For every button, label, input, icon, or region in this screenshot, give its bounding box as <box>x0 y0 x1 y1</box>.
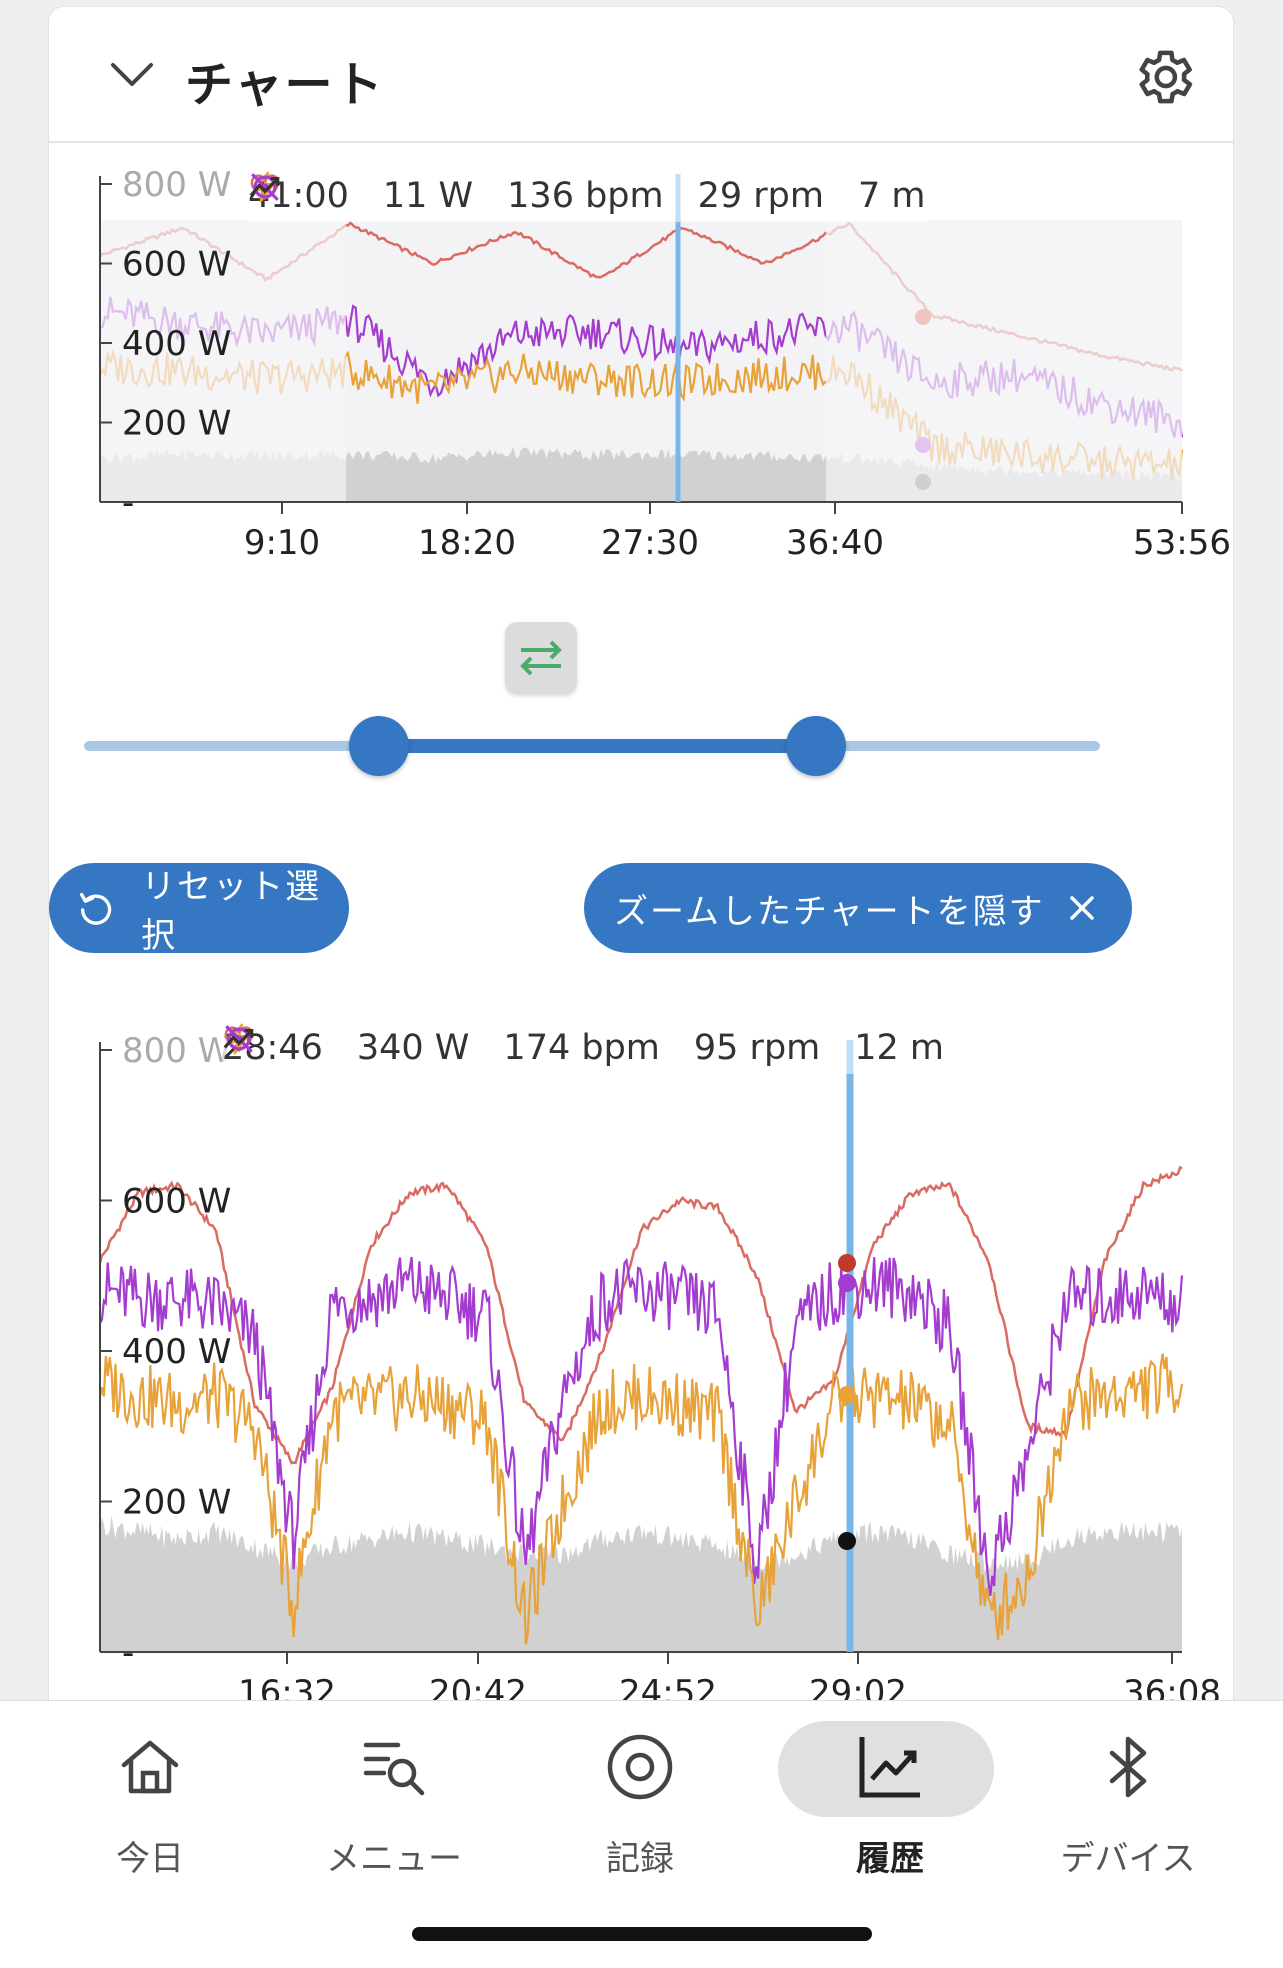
tooltip-heart-rate: 136 bpm <box>250 174 664 216</box>
nav-label: メニュー <box>326 1839 462 1879</box>
swap-arrows-icon <box>520 640 562 676</box>
hide-zoom-chart-button[interactable]: ズームしたチャートを隠す <box>584 863 1132 953</box>
trending-chart-icon <box>859 1737 920 1798</box>
tooltip-elevation-value: 7 m <box>858 176 926 216</box>
y-tick-label: 600 W <box>122 245 231 285</box>
y-tick-label: 400 W <box>122 324 231 364</box>
reset-selection-button[interactable]: リセット選択 <box>49 863 349 956</box>
x-tick-label: 16:32 <box>238 1673 336 1700</box>
zoomed-chart[interactable]: 800 W 600 W 400 W 200 W - 16:32 20:42 24:52 29:… <box>0 1010 1283 1700</box>
nav-label: 記録 <box>606 1839 674 1879</box>
nav-item-record[interactable]: 記録 <box>540 1731 740 1881</box>
slider-end-handle[interactable] <box>785 716 846 776</box>
y-tick-label: 200 W <box>122 404 231 444</box>
menu-search-icon <box>363 1742 425 1796</box>
close-icon[interactable] <box>1064 890 1100 926</box>
tooltip-cadence-value: 29 rpm <box>697 176 824 216</box>
power-marker <box>838 1386 856 1404</box>
card-header: チャート <box>49 7 1233 143</box>
nav-label: 今日 <box>116 1839 184 1879</box>
x-tick-label: 53:56 <box>1133 523 1231 560</box>
cadence-marker <box>915 437 931 453</box>
nav-item-today[interactable]: 今日 <box>50 1731 250 1881</box>
nav-item-devices[interactable]: デバイス <box>1028 1731 1228 1881</box>
trend-line-icon <box>223 1028 254 1049</box>
y-tick-label: - <box>122 1633 134 1673</box>
card-title: チャート <box>185 57 385 113</box>
nav-item-menu[interactable]: メニュー <box>294 1731 494 1881</box>
tooltip-power: 340 W <box>227 1023 470 1068</box>
overview-chart-svg[interactable]: 800 W 600 W 400 W 200 W - 9:10 18:20 27:30 36:4… <box>0 160 1283 560</box>
nav-label: デバイス <box>1060 1839 1196 1879</box>
nav-active-indicator <box>778 1721 994 1817</box>
unselected-shade <box>826 220 1182 502</box>
tooltip-heart-rate: 174 bpm <box>224 1026 660 1068</box>
hr-marker <box>838 1254 856 1272</box>
nav-item-history[interactable]: 履歴 <box>772 1721 994 1881</box>
tooltip-cadence-value: 95 rpm <box>693 1028 821 1068</box>
x-tick-label: 9:10 <box>244 523 320 560</box>
hide-zoom-label: ズームしたチャートを隠す <box>614 891 1045 932</box>
tooltip-hr-value: 174 bpm <box>503 1028 660 1068</box>
elevation-marker <box>838 1532 856 1550</box>
home-icon <box>121 1740 179 1794</box>
tooltip-power-value: 340 W <box>356 1028 470 1068</box>
bottom-navigation: 今日 メニュー 記録 履歴 デバイス <box>0 1700 1283 1968</box>
elevation-marker <box>915 474 931 490</box>
trend-line-icon <box>249 176 280 197</box>
tooltip-hr-value: 136 bpm <box>507 176 664 216</box>
chevron-down-icon[interactable] <box>109 57 155 91</box>
tooltip-cadence: 29 rpm <box>251 173 824 216</box>
tooltip-elevation: 12 m <box>223 1028 945 1068</box>
tooltip-elevation: 7 m <box>249 176 926 216</box>
x-tick-label: 29:02 <box>809 1673 907 1700</box>
range-slider[interactable] <box>84 712 1100 782</box>
cadence-line <box>99 1256 1184 1596</box>
y-tick-label: 200 W <box>122 1483 231 1523</box>
overview-tooltip: 41:00 11 W 136 bpm 29 rpm 7 m <box>248 170 926 222</box>
x-tick-label: 36:40 <box>786 523 884 560</box>
heart-rate-line <box>98 1165 1183 1465</box>
bluetooth-icon <box>1109 1736 1147 1798</box>
unselected-shade <box>100 220 346 502</box>
x-tick-label: 18:20 <box>418 523 516 560</box>
tooltip-cadence: 95 rpm <box>225 1025 821 1068</box>
slider-start-handle[interactable] <box>348 716 409 776</box>
reset-selection-label: リセット選択 <box>141 867 322 956</box>
x-tick-label: 20:42 <box>429 1673 527 1700</box>
swap-button[interactable] <box>505 622 577 694</box>
hr-marker <box>915 309 931 325</box>
power-line <box>98 1353 1184 1645</box>
y-tick-label: - <box>122 483 134 523</box>
x-tick-label: 27:30 <box>601 523 699 560</box>
home-indicator <box>412 1927 872 1941</box>
y-tick-label: 600 W <box>122 1182 231 1222</box>
record-icon <box>607 1734 673 1800</box>
zoomed-tooltip: 28:46 340 W 174 bpm 95 rpm 12 m <box>222 1022 945 1074</box>
cadence-marker <box>838 1274 856 1292</box>
elevation-area <box>100 1515 1182 1652</box>
tooltip-elevation-value: 12 m <box>854 1028 945 1068</box>
tooltip-power: 11 W <box>253 171 474 216</box>
gear-icon[interactable] <box>1129 43 1197 111</box>
x-tick-label: 24:52 <box>619 1673 717 1700</box>
y-tick-label: 800 W <box>122 165 231 205</box>
tooltip-power-value: 11 W <box>382 176 474 216</box>
zoomed-chart-svg[interactable]: 800 W 600 W 400 W 200 W - 16:32 20:42 24:52 29:… <box>0 1010 1283 1700</box>
nav-label: 履歴 <box>856 1839 924 1879</box>
reset-icon <box>79 892 112 925</box>
y-tick-label: 800 W <box>122 1031 231 1071</box>
y-tick-label: 400 W <box>122 1332 231 1372</box>
x-tick-label: 36:08 <box>1123 1673 1221 1700</box>
overview-chart[interactable]: 800 W 600 W 400 W 200 W - 9:10 18:20 27:30 36:4… <box>0 160 1283 560</box>
slider-selected-range[interactable] <box>378 739 816 753</box>
